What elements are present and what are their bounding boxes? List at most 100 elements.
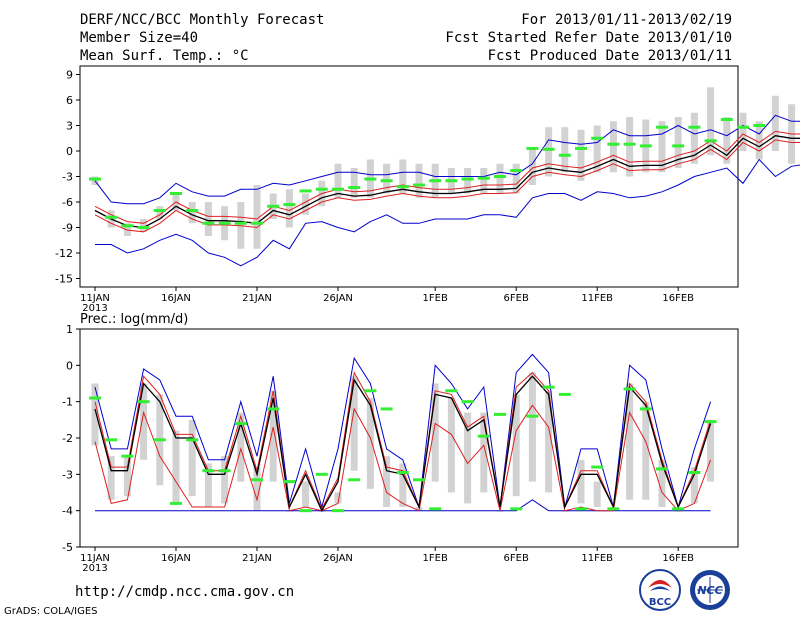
y-tick-label: 6 xyxy=(66,94,73,107)
observed-marker xyxy=(202,221,215,225)
observed-marker xyxy=(105,215,118,219)
observed-marker xyxy=(105,438,118,442)
ensemble-bar xyxy=(464,168,472,194)
observed-marker xyxy=(234,221,247,225)
ensemble-bar xyxy=(512,394,520,497)
svg-text:NCC: NCC xyxy=(697,584,722,597)
inner-lower-line xyxy=(94,139,800,233)
outer-upper-line xyxy=(94,353,712,509)
observed-marker xyxy=(283,203,296,207)
y-tick-label: 3 xyxy=(66,120,73,133)
ensemble-bar xyxy=(91,383,99,446)
observed-marker xyxy=(121,224,134,228)
ensemble-bar xyxy=(350,376,358,471)
x-tick-label: 21JAN xyxy=(242,553,272,564)
inner-upper-line xyxy=(94,130,800,224)
observed-marker xyxy=(753,124,766,127)
x-tick-label: 21JAN xyxy=(242,293,272,304)
observed-marker xyxy=(672,144,685,148)
observed-marker xyxy=(461,177,474,181)
ensemble-bar xyxy=(302,481,310,508)
chart-title: DERF/NCC/BCC Monthly Forecast xyxy=(80,12,325,28)
observed-marker xyxy=(720,118,733,122)
observed-marker xyxy=(639,144,652,148)
ensemble-bar xyxy=(723,117,731,164)
ensemble-bar xyxy=(480,168,488,194)
ensemble-bar xyxy=(707,419,715,482)
x-tick-label: 11FEB xyxy=(581,553,613,564)
ensemble-bar xyxy=(302,193,310,215)
ensemble-bar xyxy=(512,163,520,194)
y-tick-label: 0 xyxy=(66,359,73,372)
observed-marker xyxy=(607,142,620,146)
grads-credit: GrADS: COLA/IGES xyxy=(4,606,98,617)
member-size: Member Size=40 xyxy=(80,30,199,46)
ensemble-bar xyxy=(237,412,245,482)
ensemble-bar xyxy=(545,390,553,493)
x-tick-label: 16JAN xyxy=(161,293,191,304)
ensemble-bar xyxy=(593,481,601,508)
ensemble-bar xyxy=(334,163,342,198)
y-tick-label: -4 xyxy=(62,505,73,518)
observed-marker xyxy=(380,179,393,183)
ensemble-bar xyxy=(140,383,148,460)
y-tick-label: -5 xyxy=(62,541,73,554)
x-tick-label: 11JAN xyxy=(80,293,110,304)
observed-marker xyxy=(477,434,490,438)
observed-marker xyxy=(542,385,555,389)
y-tick-label: 1 xyxy=(66,323,73,336)
observed-marker xyxy=(364,389,377,393)
observed-marker xyxy=(510,169,523,173)
ensemble-bar xyxy=(188,419,196,497)
observed-marker xyxy=(380,407,393,411)
observed-marker xyxy=(688,471,701,475)
observed-marker xyxy=(267,204,280,208)
observed-marker xyxy=(558,153,571,157)
ensemble-bar xyxy=(447,398,455,493)
ensemble-bar xyxy=(383,456,391,508)
ensemble-bar xyxy=(204,463,212,508)
y-tick-label: 9 xyxy=(66,69,73,82)
year-label: 2013 xyxy=(82,303,107,314)
ensemble-bar xyxy=(221,456,229,504)
observed-marker xyxy=(315,472,328,476)
y-tick-label: -15 xyxy=(55,273,73,286)
observed-marker xyxy=(656,467,668,471)
observed-marker xyxy=(348,186,361,190)
ensemble-bar xyxy=(123,456,131,497)
x-tick-label: 26JAN xyxy=(323,293,353,304)
observed-marker xyxy=(704,420,717,424)
observed-marker xyxy=(558,392,571,396)
y-tick-label: -2 xyxy=(62,432,73,445)
x-tick-label: 16FEB xyxy=(662,553,694,564)
svg-text:BCC: BCC xyxy=(649,597,671,608)
website-link[interactable]: http://cmdp.ncc.cma.gov.cn xyxy=(75,584,295,600)
ensemble-bar xyxy=(188,202,196,224)
ensemble-bar xyxy=(464,412,472,504)
ensemble-bar xyxy=(528,372,536,482)
observed-marker xyxy=(218,221,231,225)
observed-marker xyxy=(494,175,506,178)
refer-date: Fcst Started Refer Date 2013/01/10 xyxy=(445,30,732,46)
observed-marker xyxy=(510,507,523,511)
ensemble-bar xyxy=(91,176,99,185)
observed-marker xyxy=(413,183,425,187)
ensemble-bar xyxy=(285,189,293,228)
observed-marker xyxy=(348,478,361,482)
ensemble-bar xyxy=(140,219,148,232)
bcc-logo: BCC xyxy=(639,569,681,611)
ensemble-bar xyxy=(383,163,391,194)
observed-marker xyxy=(656,125,668,129)
y-tick-label: -9 xyxy=(62,222,73,235)
ensemble-bar xyxy=(366,398,374,489)
ensemble-bar xyxy=(334,492,342,504)
ensemble-bar xyxy=(690,112,698,164)
y-tick-label: -12 xyxy=(55,247,73,260)
ensemble-bar xyxy=(204,202,212,236)
observed-marker xyxy=(494,412,506,416)
x-tick-label: 11JAN xyxy=(80,553,110,564)
ensemble-bar xyxy=(755,121,763,160)
ensemble-bar xyxy=(480,412,488,493)
median-line xyxy=(94,135,800,229)
observed-marker xyxy=(89,177,101,181)
